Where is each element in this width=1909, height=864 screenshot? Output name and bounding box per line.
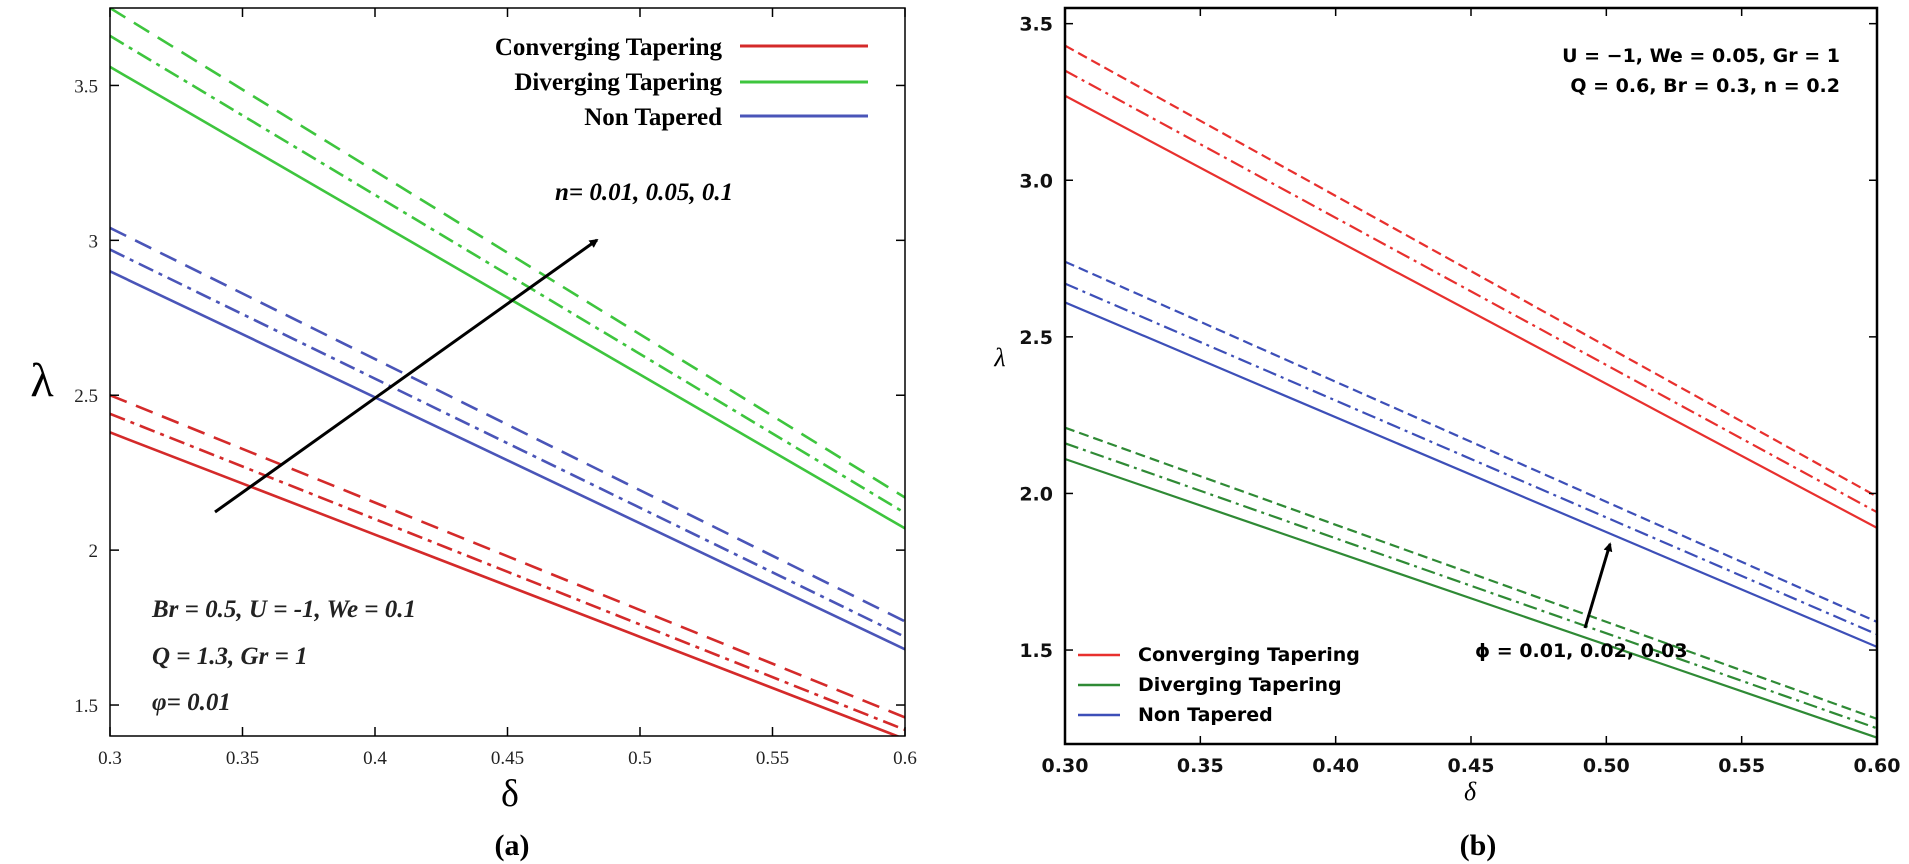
panel-a-xtick-label-4: 0.5 [628,748,652,769]
panel-b: 0.30 0.35 0.40 0.45 0.50 0.55 0.60 1.5 2.0 2.5 3.0… [993,6,1900,862]
panel-b-params-line1: U = −1, We = 0.05, Gr = 1 [1562,45,1840,67]
panel-a-series-line-2 [110,393,905,719]
panel-b-xtick-label-2: 0.40 [1312,755,1359,777]
panel-b-ytick-label-0: 1.5 [1019,640,1053,662]
panel-b-series-line-3 [1065,457,1877,739]
panel-a-params-line2: Q = 1.3, Gr = 1 [152,643,308,670]
panel-a-xlabel: δ [501,773,519,815]
panel-b-xtick-label-3: 0.45 [1448,755,1495,777]
panel-a-series-line-8 [110,226,905,623]
panel-a-series-line-0 [110,431,901,736]
panel-a-legend-label-converging: Converging Tapering [495,34,723,61]
panel-a-series [110,8,905,736]
panel-b-series-line-4 [1065,442,1877,730]
panel-b-series-line-2 [1065,44,1877,498]
panel-b-caption: (b) [1460,829,1497,862]
panel-a-xtick-label-6: 0.6 [893,748,917,769]
panel-b-ylabel: λ [993,343,1005,372]
panel-a-series-line-1 [110,412,905,732]
panel-a-xtick-label-0: 0.3 [98,748,122,769]
panel-a-ytick-label-3: 3 [89,231,99,252]
panel-a: 0.3 0.35 0.4 0.45 0.5 0.55 0.6 1.5 2 2.5 3 3.5 Conv… [30,7,917,862]
panel-a-ylabel: λ [30,354,54,407]
panel-b-series-line-8 [1065,260,1877,623]
panel-b-series-line-7 [1065,282,1877,636]
panel-a-xtick-label-1: 0.35 [226,748,259,769]
panel-b-ytick-label-4: 3.5 [1019,14,1053,36]
panel-a-series-line-3 [110,65,905,530]
panel-b-legend-label-diverging: Diverging Tapering [1138,674,1342,696]
panel-b-arrow-label: ϕ = 0.01, 0.02, 0.03 [1475,640,1688,662]
panel-a-ytick-label-0: 1.5 [74,696,98,717]
panel-b-ticks: 0.30 0.35 0.40 0.45 0.50 0.55 0.60 1.5 2.0 2.5 3.0… [1019,8,1900,777]
panel-b-xtick-label-5: 0.55 [1718,755,1765,777]
panel-a-series-line-4 [110,34,905,515]
panel-b-ytick-label-2: 2.5 [1019,327,1053,349]
panel-b-xtick-label-0: 0.30 [1042,755,1089,777]
panel-a-xtick-label-5: 0.55 [756,748,789,769]
panel-a-xtick-label-3: 0.45 [491,748,524,769]
panel-a-legend-label-diverging: Diverging Tapering [514,69,722,96]
panel-a-ticks: 0.3 0.35 0.4 0.45 0.5 0.55 0.6 1.5 2 2.5 3 3.5 [74,8,917,769]
panel-a-xtick-label-2: 0.4 [363,748,387,769]
panel-b-legend-label-nontapered: Non Tapered [1138,704,1273,726]
panel-a-series-line-6 [110,270,905,651]
panel-a-caption: (a) [495,829,530,862]
panel-b-series-line-5 [1065,426,1877,720]
panel-a-ytick-label-2: 2.5 [74,386,98,407]
panel-b-series-line-0 [1065,94,1877,529]
panel-b-ytick-label-1: 2.0 [1019,483,1053,505]
panel-b-params-line2: Q = 0.6, Br = 0.3, n = 0.2 [1570,75,1840,97]
panel-b-trend-arrow [1583,542,1613,629]
panel-b-plot-frame [1063,6,1879,746]
panel-a-series-line-7 [110,248,905,639]
panel-a-ytick-label-1: 2 [89,541,99,562]
panel-b-series-line-1 [1065,69,1877,514]
panel-b-xlabel: δ [1464,777,1477,806]
panel-a-ytick-label-4: 3.5 [74,76,98,97]
panel-a-params-line3: φ= 0.01 [152,689,231,716]
panel-b-series-line-6 [1065,301,1877,648]
panel-a-params-line1: Br = 0.5, U = -1, We = 0.1 [151,596,416,623]
panel-b-xtick-label-6: 0.60 [1854,755,1901,777]
panel-a-legend-label-nontapered: Non Tapered [584,104,722,131]
panel-a-series-line-5 [110,8,905,499]
panel-b-series [1065,44,1877,739]
panel-b-legend-label-converging: Converging Tapering [1138,644,1360,666]
panel-b-xtick-label-1: 0.35 [1177,755,1224,777]
panel-b-ytick-label-3: 3.0 [1019,170,1053,192]
panel-a-arrow-label: n= 0.01, 0.05, 0.1 [555,179,733,206]
panel-b-xtick-label-4: 0.50 [1583,755,1630,777]
panel-a-trend-arrow [214,238,599,514]
